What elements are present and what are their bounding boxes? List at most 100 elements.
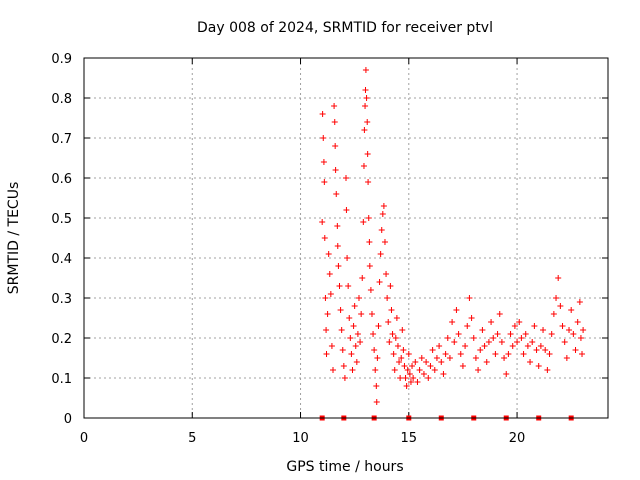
- data-point: [410, 375, 417, 381]
- data-point: [377, 251, 384, 257]
- data-point: [352, 343, 359, 349]
- data-point: [557, 303, 564, 309]
- data-point: [392, 335, 399, 341]
- data-point: [321, 179, 328, 185]
- data-point: [570, 331, 577, 337]
- data-point: [360, 163, 367, 169]
- data-point: [507, 331, 514, 337]
- data-point: [364, 151, 371, 157]
- data-point: [537, 343, 544, 349]
- data-point: [320, 135, 327, 141]
- data-point: [363, 95, 370, 101]
- data-point: [334, 243, 341, 249]
- data-point: [396, 359, 403, 365]
- data-point: [365, 215, 372, 221]
- data-point: [391, 367, 398, 373]
- data-point: [540, 327, 547, 333]
- data-point: [373, 383, 380, 389]
- data-point: [414, 379, 421, 385]
- data-point: [501, 355, 508, 361]
- data-point: [481, 343, 488, 349]
- data-point: [385, 319, 392, 325]
- data-point: [402, 375, 409, 381]
- data-point: [364, 119, 371, 125]
- data-point: [524, 343, 531, 349]
- data-point: [337, 307, 344, 313]
- data-point: [357, 339, 364, 345]
- data-point: [338, 327, 345, 333]
- data-point: [348, 351, 355, 357]
- data-point: [527, 359, 534, 365]
- data-point: [398, 355, 405, 361]
- data-point: [568, 307, 575, 313]
- axis-ticks: 0 0.1 0.2 0.3 0.4 0.5 0.6 0.7 0.8 0.9 0 5 10 15 20: [51, 52, 608, 446]
- data-point: [381, 239, 388, 245]
- data-point: [374, 355, 381, 361]
- data-point: [332, 167, 339, 173]
- data-point: [383, 271, 390, 277]
- data-point: [479, 327, 486, 333]
- data-point: [375, 323, 382, 329]
- data-point: [354, 331, 361, 337]
- data-point: [379, 211, 386, 217]
- data-point: [431, 367, 438, 373]
- data-point: [462, 343, 469, 349]
- data-point: [404, 367, 411, 373]
- data-point: [332, 143, 339, 149]
- data-point: [333, 191, 340, 197]
- data-point: [406, 371, 413, 377]
- data-point: [574, 319, 581, 325]
- data-point: [384, 295, 391, 301]
- data-point: [418, 355, 425, 361]
- data-point: [516, 319, 523, 325]
- data-point: [498, 339, 505, 345]
- y-axis-label: SRMTID / TECUs: [6, 182, 22, 295]
- x-axis-label: GPS time / hours: [286, 459, 403, 475]
- data-point: [400, 347, 407, 353]
- y-tick-label: 0.7: [51, 132, 72, 147]
- x-tick-label: 0: [80, 431, 88, 446]
- data-point: [365, 179, 372, 185]
- data-point: [577, 335, 584, 341]
- data-point: [433, 355, 440, 361]
- data-point: [386, 339, 393, 345]
- data-point: [483, 359, 490, 365]
- plot-frame: [83, 57, 609, 419]
- data-point: [468, 315, 475, 321]
- data-point: [559, 323, 566, 329]
- x-tick-label: 5: [188, 431, 196, 446]
- data-point: [324, 311, 331, 317]
- x-tick-label: 15: [401, 431, 418, 446]
- data-point: [472, 355, 479, 361]
- data-point: [340, 363, 347, 369]
- data-point: [358, 311, 365, 317]
- data-point: [407, 379, 414, 385]
- y-tick-label: 0.2: [51, 332, 72, 347]
- data-point: [459, 363, 466, 369]
- data-point: [533, 347, 540, 353]
- x-tick-label: 10: [292, 431, 309, 446]
- data-point: [331, 119, 338, 125]
- data-point: [420, 371, 427, 377]
- data-point: [405, 351, 412, 357]
- data-point: [572, 347, 579, 353]
- data-point: [371, 347, 378, 353]
- data-point: [520, 351, 527, 357]
- data-point: [362, 87, 369, 93]
- data-point: [335, 263, 342, 269]
- data-point: [331, 103, 338, 109]
- data-point: [341, 375, 348, 381]
- data-point: [429, 347, 436, 353]
- data-point: [544, 367, 551, 373]
- data-point: [425, 375, 432, 381]
- data-point: [323, 327, 330, 333]
- data-point: [436, 343, 443, 349]
- data-point: [409, 363, 416, 369]
- data-point: [475, 367, 482, 373]
- data-point: [343, 175, 349, 181]
- data-point: [509, 343, 516, 349]
- data-point: [394, 343, 401, 349]
- data-point: [449, 319, 456, 325]
- data-point: [485, 339, 492, 345]
- data-point: [403, 383, 410, 389]
